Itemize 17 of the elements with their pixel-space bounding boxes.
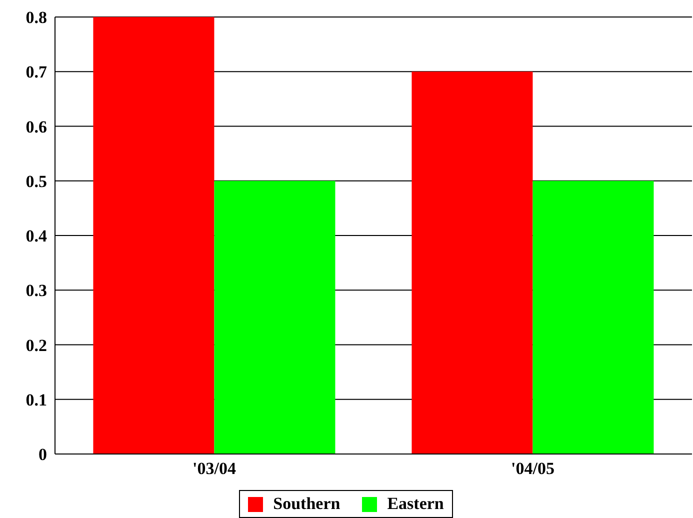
y-tick-label: 0.1 [26, 390, 47, 410]
y-tick-label: 0.2 [26, 336, 47, 355]
y-tick-label: 0.4 [26, 226, 48, 246]
x-tick-label: '03/04 [192, 459, 236, 478]
bar [532, 180, 654, 454]
y-tick-label: 0 [38, 445, 47, 464]
legend-label: Eastern [386, 494, 444, 514]
y-tick-label: 0.6 [26, 117, 47, 136]
y-tick-label: 0.8 [26, 8, 47, 28]
y-tick-label: 0.5 [26, 172, 47, 191]
x-tick-label: '04/05 [511, 459, 554, 478]
bar [214, 180, 336, 454]
y-tick-label: 0.3 [26, 281, 47, 300]
y-tick-label: 0.7 [26, 62, 48, 82]
bar [412, 72, 533, 454]
legend-label: Southern [272, 494, 340, 514]
bar [93, 17, 214, 454]
